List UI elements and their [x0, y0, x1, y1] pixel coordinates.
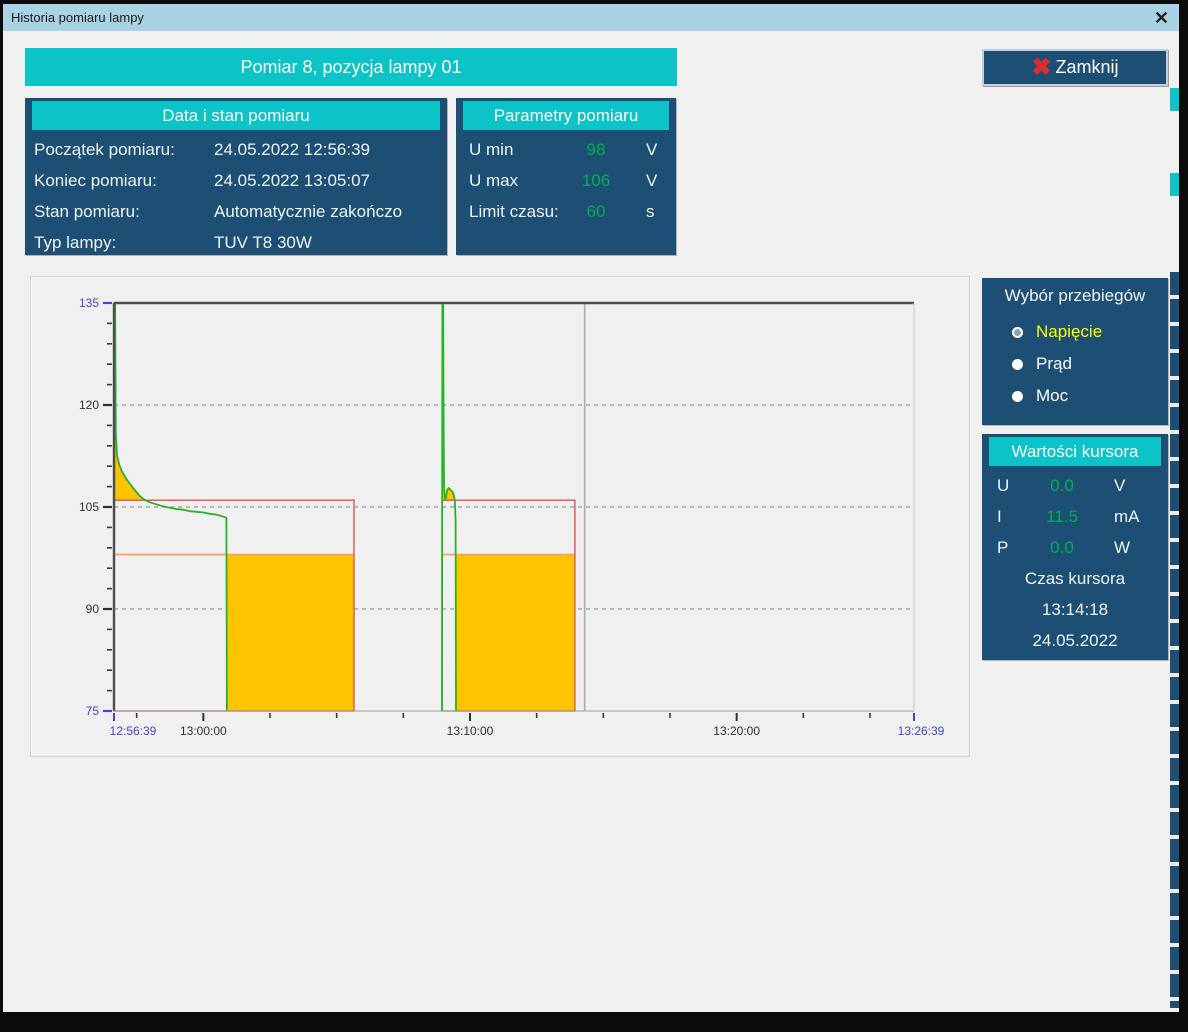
waveform-select-panel: Wybór przebiegów Napięcie Prąd Moc: [982, 278, 1168, 425]
waveform-option-2[interactable]: Moc: [982, 380, 1168, 412]
waveform-options: Napięcie Prąd Moc: [982, 316, 1168, 412]
param-row-label: U max: [469, 170, 519, 190]
cursor-row-unit: W: [1114, 537, 1131, 557]
measurement-info-rows: Początek pomiaru: 24.05.2022 12:56:39 Koni…: [25, 134, 447, 258]
svg-text:13:26:39: 13:26:39: [898, 724, 945, 738]
measurement-params-title: Parametry pomiaru: [463, 101, 669, 130]
waveform-option-label: Napięcie: [1036, 322, 1103, 341]
voltage-chart-canvas[interactable]: 75 90 105 120 135 12:56:39 13:00:00 13:10:00 13:…: [31, 277, 969, 756]
cursor-row-label: I: [997, 506, 1002, 526]
info-row-label: Początek pomiaru:: [34, 139, 175, 159]
svg-text:105: 105: [79, 500, 99, 514]
cursor-row-value: 0.0: [1050, 537, 1074, 557]
info-row-label: Typ lampy:: [34, 232, 117, 252]
measurement-info-panel: Data i stan pomiaru Początek pomiaru: 24.…: [25, 98, 447, 255]
cursor-value-row: P 0.0 W: [982, 532, 1168, 563]
svg-text:12:56:39: 12:56:39: [110, 724, 157, 738]
waveform-option-1[interactable]: Prąd: [982, 348, 1168, 380]
close-dialog-button-label: Zamknij: [1055, 57, 1119, 77]
param-row-label: Limit czasu:: [469, 201, 559, 221]
param-row-unit: s: [646, 201, 655, 221]
measurement-param-row: Limit czasu: 60 s: [456, 196, 676, 227]
cursor-time-label: Czas kursora: [1024, 569, 1126, 588]
svg-text:120: 120: [79, 398, 99, 412]
radio-icon[interactable]: [1012, 390, 1023, 402]
measurement-info-row: Stan pomiaru: Automatycznie zakończo: [25, 196, 447, 227]
cursor-values-panel: Wartości kursora U 0.0 V I 11.5 mA P 0.0 W Czas …: [982, 434, 1168, 660]
cursor-row-value: 11.5: [1046, 506, 1078, 526]
param-row-value: 98: [586, 139, 606, 159]
measurement-params-rows: U min 98 V U max 106 V Limit czasu: 60 s: [456, 134, 676, 227]
info-row-value: TUV T8 30W: [214, 232, 312, 252]
svg-text:13:10:00: 13:10:00: [447, 724, 494, 738]
waveform-option-label: Prąd: [1036, 354, 1072, 373]
cursor-values-rows: U 0.0 V I 11.5 mA P 0.0 W: [982, 470, 1168, 563]
title-bar: Historia pomiaru lampy ✕: [3, 4, 1179, 31]
cursor-row-unit: V: [1114, 475, 1126, 495]
voltage-chart[interactable]: 75 90 105 120 135 12:56:39 13:00:00 13:10:00 13:…: [30, 276, 970, 757]
close-dialog-button[interactable]: ✖ Zamknij: [982, 49, 1168, 86]
peek-cyan-segment: [1170, 173, 1179, 196]
measurement-param-row: U min 98 V: [456, 134, 676, 165]
svg-text:75: 75: [86, 704, 100, 718]
info-row-label: Koniec pomiaru:: [34, 170, 157, 190]
cursor-time-value: 13:14:18: [1041, 600, 1109, 619]
cursor-date-value: 24.05.2022: [1032, 631, 1118, 650]
red-x-icon: ✖: [1031, 53, 1052, 81]
svg-text:13:20:00: 13:20:00: [713, 724, 760, 738]
waveform-option-0[interactable]: Napięcie: [982, 316, 1168, 348]
measurement-info-row: Koniec pomiaru: 24.05.2022 13:05:07: [25, 165, 447, 196]
measurement-info-title: Data i stan pomiaru: [32, 101, 440, 130]
window-title: Historia pomiaru lampy: [11, 10, 144, 25]
waveform-select-title: Wybór przebiegów: [1004, 286, 1146, 305]
param-row-label: U min: [469, 139, 514, 159]
measurement-param-row: U max 106 V: [456, 165, 676, 196]
background-peek-strip: [1170, 4, 1179, 1012]
param-row-value: 106: [581, 170, 611, 190]
svg-text:90: 90: [86, 602, 100, 616]
param-row-unit: V: [646, 170, 658, 190]
peek-cyan-segment: [1170, 88, 1179, 111]
svg-text:135: 135: [79, 296, 99, 310]
measurement-banner: Pomiar 8, pozycja lampy 01: [25, 48, 677, 86]
info-row-value: 24.05.2022 12:56:39: [214, 139, 370, 159]
cursor-value-row: U 0.0 V: [982, 470, 1168, 501]
info-row-value: Automatycznie zakończo: [214, 201, 403, 221]
info-row-value: 24.05.2022 13:05:07: [214, 170, 370, 190]
measurement-info-row: Typ lampy: TUV T8 30W: [25, 227, 447, 258]
window-close-icon[interactable]: ✕: [1153, 7, 1169, 28]
measurement-banner-label: Pomiar 8, pozycja lampy 01: [240, 56, 462, 77]
cursor-row-label: U: [997, 475, 1010, 495]
cursor-value-row: I 11.5 mA: [982, 501, 1168, 532]
measurement-info-row: Początek pomiaru: 24.05.2022 12:56:39: [25, 134, 447, 165]
cursor-row-label: P: [997, 537, 1009, 557]
info-row-label: Stan pomiaru:: [34, 201, 140, 221]
param-row-unit: V: [646, 139, 658, 159]
cursor-row-value: 0.0: [1050, 475, 1074, 495]
radio-icon[interactable]: [1012, 358, 1023, 370]
cursor-row-unit: mA: [1114, 506, 1140, 526]
measurement-params-panel: Parametry pomiaru U min 98 V U max 106 V Limit…: [456, 98, 676, 255]
peek-navy-segment: [1170, 272, 1179, 1008]
param-row-value: 60: [586, 201, 606, 221]
radio-icon[interactable]: [1012, 326, 1023, 338]
svg-text:13:00:00: 13:00:00: [180, 724, 227, 738]
cursor-values-title: Wartości kursora: [989, 437, 1161, 466]
waveform-option-label: Moc: [1036, 386, 1069, 405]
